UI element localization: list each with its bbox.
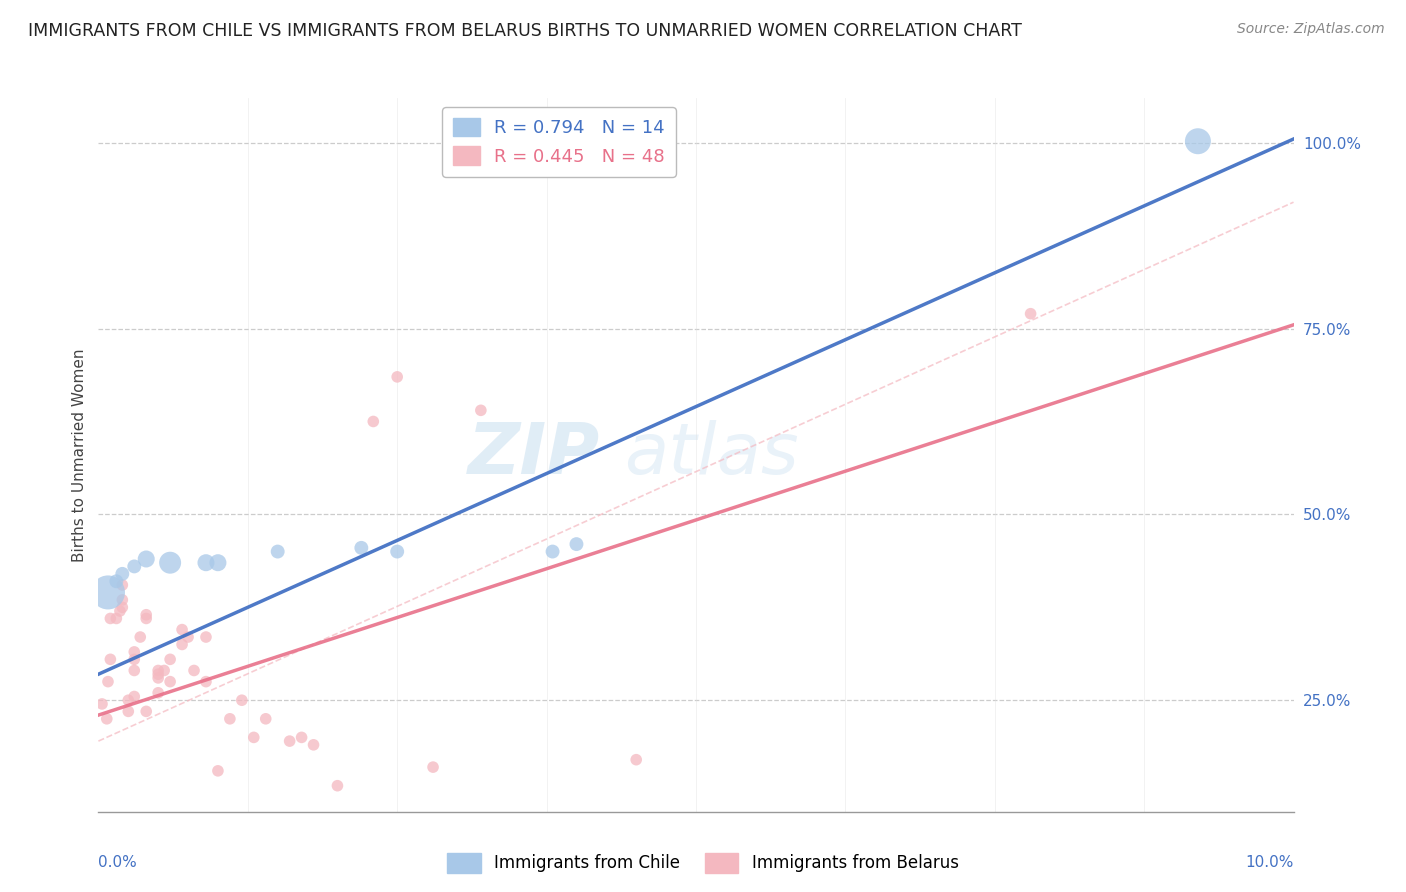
- Legend: Immigrants from Chile, Immigrants from Belarus: Immigrants from Chile, Immigrants from B…: [440, 847, 966, 880]
- Point: [254, 712, 277, 726]
- Point: [565, 537, 588, 551]
- Point: [124, 664, 146, 678]
- Point: [385, 369, 409, 384]
- Point: [541, 544, 564, 558]
- Text: 0.0%: 0.0%: [98, 855, 138, 870]
- Point: [108, 604, 131, 618]
- Y-axis label: Births to Unmarried Women: Births to Unmarried Women: [72, 348, 87, 562]
- Point: [278, 734, 301, 748]
- Point: [129, 630, 152, 644]
- Point: [172, 623, 194, 637]
- Point: [100, 611, 122, 625]
- Point: [117, 705, 139, 719]
- Point: [363, 415, 385, 429]
- Point: [195, 630, 218, 644]
- Point: [135, 607, 157, 622]
- Point: [124, 652, 146, 666]
- Point: [195, 556, 218, 570]
- Point: [105, 574, 128, 589]
- Point: [100, 652, 122, 666]
- Point: [243, 731, 266, 745]
- Text: Source: ZipAtlas.com: Source: ZipAtlas.com: [1237, 22, 1385, 37]
- Point: [96, 712, 118, 726]
- Point: [219, 712, 242, 726]
- Point: [111, 592, 134, 607]
- Point: [124, 559, 146, 574]
- Text: ZIP: ZIP: [468, 420, 600, 490]
- Point: [111, 566, 134, 581]
- Point: [302, 738, 325, 752]
- Point: [350, 541, 373, 555]
- Point: [148, 664, 170, 678]
- Point: [135, 552, 157, 566]
- Text: IMMIGRANTS FROM CHILE VS IMMIGRANTS FROM BELARUS BIRTHS TO UNMARRIED WOMEN CORRE: IMMIGRANTS FROM CHILE VS IMMIGRANTS FROM…: [28, 22, 1022, 40]
- Point: [135, 705, 157, 719]
- Point: [159, 674, 181, 689]
- Point: [1187, 134, 1209, 148]
- Point: [153, 664, 176, 678]
- Point: [135, 611, 157, 625]
- Point: [267, 544, 290, 558]
- Point: [326, 779, 349, 793]
- Point: [159, 652, 181, 666]
- Point: [231, 693, 253, 707]
- Point: [105, 611, 128, 625]
- Point: [172, 637, 194, 651]
- Point: [97, 674, 120, 689]
- Point: [91, 697, 114, 711]
- Point: [148, 671, 170, 685]
- Point: [470, 403, 492, 417]
- Point: [111, 578, 134, 592]
- Point: [177, 630, 200, 644]
- Point: [111, 600, 134, 615]
- Point: [183, 664, 205, 678]
- Point: [195, 674, 218, 689]
- Text: 10.0%: 10.0%: [1246, 855, 1294, 870]
- Point: [124, 645, 146, 659]
- Point: [207, 556, 229, 570]
- Point: [626, 753, 648, 767]
- Point: [385, 544, 409, 558]
- Point: [97, 585, 120, 599]
- Point: [117, 693, 139, 707]
- Point: [148, 686, 170, 700]
- Text: atlas: atlas: [624, 420, 799, 490]
- Point: [207, 764, 229, 778]
- Point: [291, 731, 314, 745]
- Point: [422, 760, 444, 774]
- Point: [159, 556, 181, 570]
- Point: [124, 690, 146, 704]
- Point: [148, 667, 170, 681]
- Legend: R = 0.794   N = 14, R = 0.445   N = 48: R = 0.794 N = 14, R = 0.445 N = 48: [441, 107, 676, 177]
- Point: [1019, 307, 1042, 321]
